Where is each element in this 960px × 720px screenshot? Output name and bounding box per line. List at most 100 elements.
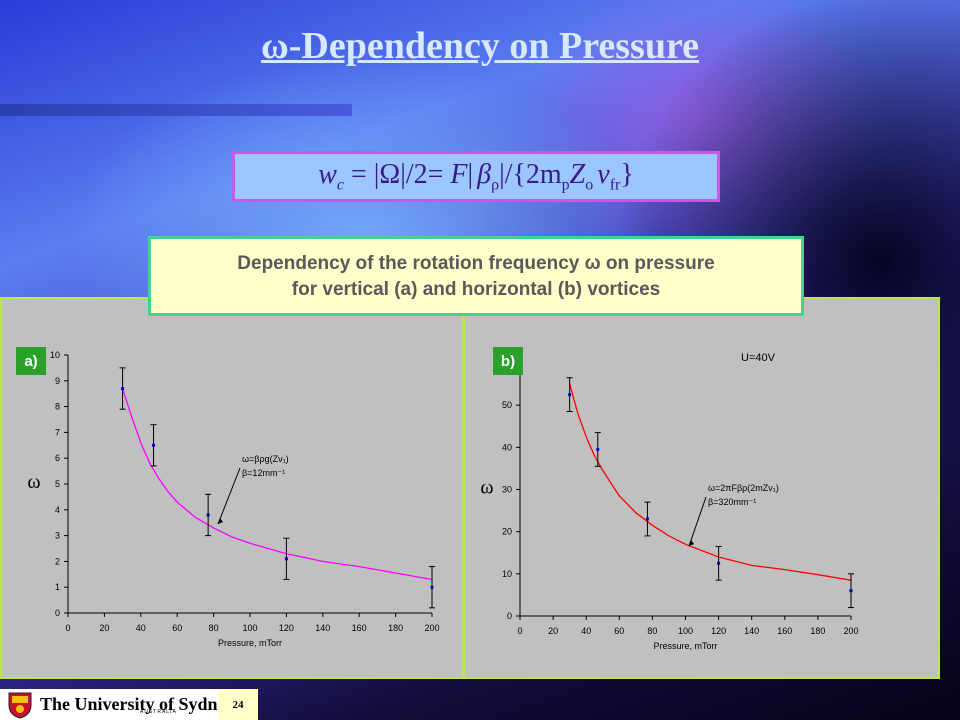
data-point xyxy=(568,393,572,397)
formula-beta-sub: ρ xyxy=(491,176,500,194)
chart-panel-a: 0 20 40 60 80 100 120 140 160 180 200 0 1 2 3 4 5 6 7 8 9 10 P… xyxy=(0,297,464,679)
voltage-label: U=40V xyxy=(741,352,776,364)
x-tick-label: 80 xyxy=(209,623,219,633)
x-tick-label: 40 xyxy=(136,623,146,633)
x-tick-label: 20 xyxy=(548,626,558,636)
y-axis-label: ω xyxy=(27,471,40,493)
y-tick-label: 5 xyxy=(55,479,60,489)
caption-line-1: Dependency of the rotation frequency ω o… xyxy=(237,253,715,274)
y-tick-label: 2 xyxy=(55,556,60,566)
formula-bar: | xyxy=(467,158,474,190)
x-tick-label: 100 xyxy=(242,623,257,633)
panel-label-a: a) xyxy=(16,347,46,375)
university-name: The University of Sydney xyxy=(40,694,235,714)
formula: wc = |Ω|/2= F| βρ|/{2mpZo νfr} xyxy=(318,159,634,195)
data-point xyxy=(121,387,125,391)
x-tick-label: 120 xyxy=(279,623,294,633)
y-tick-label: 4 xyxy=(55,505,60,515)
x-tick-label: 80 xyxy=(647,626,657,636)
formula-half: /2= xyxy=(405,158,451,190)
y-tick-label: 0 xyxy=(55,608,60,618)
university-footer: The University of Sydney AUSTRALIA xyxy=(0,689,258,720)
y-tick-label: 50 xyxy=(502,400,512,410)
x-tick-label: 60 xyxy=(172,623,182,633)
formula-w: w xyxy=(318,158,337,190)
y-tick-label: 3 xyxy=(55,531,60,541)
caption-line-2: for vertical (a) and horizontal (b) vort… xyxy=(291,279,661,300)
formula-bar: | xyxy=(400,158,406,190)
annotation-line-2: β=320mm⁻¹ xyxy=(708,497,756,507)
y-tick-label: 20 xyxy=(502,527,512,537)
formula-bar: | xyxy=(373,158,380,190)
formula-beta: β xyxy=(477,158,492,190)
formula-close: } xyxy=(620,158,634,190)
fit-curve xyxy=(569,383,852,581)
y-tick-label: 10 xyxy=(502,569,512,579)
arrow-head xyxy=(218,518,223,524)
university-crest-icon xyxy=(8,692,32,719)
y-tick-label: 40 xyxy=(502,442,512,452)
formula-F: F xyxy=(450,158,468,190)
data-point xyxy=(849,589,853,593)
x-tick-label: 140 xyxy=(315,623,330,633)
x-tick-label: 200 xyxy=(843,626,858,636)
page-number: 24 xyxy=(218,689,258,720)
x-tick-label: 120 xyxy=(711,626,726,636)
x-tick-label: 20 xyxy=(99,623,109,633)
formula-Z-sub: o xyxy=(585,176,594,194)
chart-a-svg: 0 20 40 60 80 100 120 140 160 180 200 0 1 2 3 4 5 6 7 8 9 10 P… xyxy=(27,350,439,648)
formula-Z: Z xyxy=(569,158,586,190)
x-tick-label: 60 xyxy=(614,626,624,636)
decorative-streak xyxy=(0,104,352,116)
arrow-head xyxy=(689,540,694,546)
data-point xyxy=(152,443,156,447)
formula-omega: Ω xyxy=(379,158,401,190)
formula-m-sub: p xyxy=(561,176,570,194)
x-tick-label: 0 xyxy=(65,623,70,633)
chart-panel-b: 0 20 40 60 80 100 120 140 160 180 200 0 10 20 30 40 50 Pr… xyxy=(463,297,940,679)
x-tick-label: 180 xyxy=(388,623,403,633)
panel-label-b: b) xyxy=(493,347,523,375)
y-tick-label: 0 xyxy=(507,611,512,621)
formula-bar: | xyxy=(499,158,505,190)
annotation-arrow xyxy=(688,496,707,547)
x-tick-label: 180 xyxy=(810,626,825,636)
x-axis-label: Pressure, mTorr xyxy=(218,638,282,648)
x-tick-label: 100 xyxy=(678,626,693,636)
formula-nu-sub: fr xyxy=(609,176,621,194)
data-point xyxy=(717,561,721,565)
fit-curve xyxy=(121,388,433,581)
x-tick-label: 40 xyxy=(581,626,591,636)
data-point xyxy=(206,513,210,517)
x-tick-label: 160 xyxy=(777,626,792,636)
x-tick-label: 140 xyxy=(744,626,759,636)
formula-w-sub: c xyxy=(336,176,344,194)
formula-nu: ν xyxy=(597,158,610,190)
chart-b-svg: 0 20 40 60 80 100 120 140 160 180 200 0 10 20 30 40 50 Pr… xyxy=(480,352,858,651)
data-point xyxy=(430,585,434,589)
x-tick-label: 0 xyxy=(517,626,522,636)
caption-box: Dependency of the rotation frequency ω o… xyxy=(148,236,804,316)
data-point xyxy=(284,557,288,561)
y-tick-label: 30 xyxy=(502,485,512,495)
x-axis-label: Pressure, mTorr xyxy=(653,641,717,651)
data-point xyxy=(596,447,600,451)
data-point xyxy=(645,517,649,521)
y-tick-label: 7 xyxy=(55,427,60,437)
formula-eq: = xyxy=(344,158,374,190)
y-axis-label: ω xyxy=(480,477,493,499)
y-tick-label: 6 xyxy=(55,453,60,463)
annotation-line-1: ω=βρg(Zν₁) xyxy=(242,454,289,464)
formula-box: wc = |Ω|/2= F| βρ|/{2mpZo νfr} xyxy=(232,151,720,202)
x-tick-label: 160 xyxy=(352,623,367,633)
slide-title: ω-Dependency on Pressure xyxy=(260,25,700,67)
annotation-arrow xyxy=(217,467,241,525)
x-tick-label: 200 xyxy=(424,623,439,633)
formula-denom: /{2m xyxy=(504,158,562,190)
y-tick-label: 10 xyxy=(50,350,60,360)
university-sub: AUSTRALIA xyxy=(140,709,177,715)
y-tick-label: 9 xyxy=(55,376,60,386)
annotation-line-1: ω=2πFβρ(2mZν₁) xyxy=(708,483,779,493)
y-tick-label: 1 xyxy=(55,582,60,592)
annotation-line-2: β=12mm⁻¹ xyxy=(242,468,285,478)
